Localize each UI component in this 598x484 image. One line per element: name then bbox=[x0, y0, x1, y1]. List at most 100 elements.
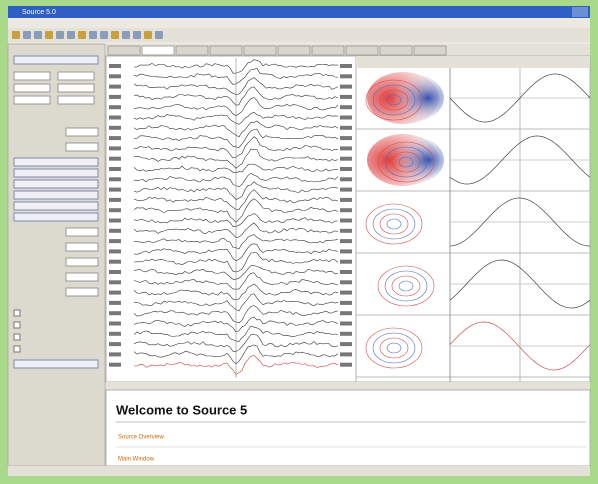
checkbox[interactable] bbox=[13, 321, 21, 329]
splitter bbox=[106, 382, 590, 390]
channel-label bbox=[109, 352, 121, 357]
left-controls bbox=[13, 55, 99, 369]
window-title: Source 5.0 bbox=[22, 9, 56, 16]
contour bbox=[384, 270, 428, 302]
button[interactable] bbox=[13, 201, 99, 211]
tab[interactable] bbox=[175, 45, 209, 56]
tab[interactable] bbox=[107, 45, 141, 56]
window-buttons[interactable] bbox=[572, 7, 588, 17]
field[interactable] bbox=[57, 83, 95, 93]
channel-label bbox=[109, 115, 121, 120]
channel-label bbox=[109, 218, 121, 223]
dropdown[interactable] bbox=[65, 257, 99, 267]
field[interactable] bbox=[13, 95, 51, 105]
scale-label bbox=[340, 64, 352, 68]
scale-label bbox=[340, 280, 352, 285]
checkbox[interactable] bbox=[13, 345, 21, 353]
tool-button[interactable] bbox=[133, 31, 141, 39]
checkbox[interactable] bbox=[13, 309, 21, 317]
button[interactable] bbox=[13, 157, 99, 167]
scale-label bbox=[340, 362, 352, 367]
field[interactable] bbox=[13, 71, 51, 81]
tool-button[interactable] bbox=[78, 31, 86, 39]
tab[interactable] bbox=[379, 45, 413, 56]
contour bbox=[386, 342, 402, 354]
scale-label bbox=[340, 146, 352, 151]
contour bbox=[391, 151, 421, 173]
scale-label bbox=[340, 136, 352, 141]
eeg-view bbox=[105, 55, 357, 383]
left-panel bbox=[7, 43, 106, 467]
tool-button[interactable] bbox=[45, 31, 53, 39]
channel-label bbox=[109, 136, 121, 141]
dropdown[interactable] bbox=[65, 272, 99, 282]
tab[interactable] bbox=[209, 45, 243, 56]
channel-label bbox=[109, 321, 121, 326]
channel-label bbox=[109, 156, 121, 161]
button[interactable] bbox=[13, 168, 99, 178]
scale-label bbox=[340, 321, 352, 326]
waveform bbox=[449, 135, 591, 185]
contour bbox=[372, 84, 416, 116]
checkbox[interactable] bbox=[13, 333, 21, 341]
tab[interactable] bbox=[311, 45, 345, 56]
channel-label bbox=[109, 187, 121, 192]
tab[interactable] bbox=[413, 45, 447, 56]
channel-label bbox=[109, 105, 121, 110]
tab[interactable] bbox=[243, 45, 277, 56]
tab[interactable] bbox=[277, 45, 311, 56]
tool-button[interactable] bbox=[89, 31, 97, 39]
scale-label bbox=[340, 352, 352, 357]
toolbar bbox=[8, 28, 590, 42]
contour bbox=[379, 213, 409, 235]
button[interactable] bbox=[13, 179, 99, 189]
tool-button[interactable] bbox=[122, 31, 130, 39]
map-toolbar bbox=[356, 56, 590, 68]
tab[interactable] bbox=[141, 45, 175, 56]
tool-button[interactable] bbox=[111, 31, 119, 39]
map-blue bbox=[380, 136, 444, 184]
scale-label bbox=[340, 74, 352, 79]
contour bbox=[398, 156, 414, 168]
field[interactable] bbox=[57, 71, 95, 81]
dropdown[interactable] bbox=[65, 227, 99, 237]
welcome-link[interactable]: Main Window bbox=[118, 457, 155, 463]
welcome-link[interactable]: Source Overview bbox=[118, 435, 164, 441]
contour bbox=[384, 146, 428, 178]
tool-button[interactable] bbox=[34, 31, 42, 39]
tab[interactable] bbox=[345, 45, 379, 56]
tool-button[interactable] bbox=[100, 31, 108, 39]
button[interactable] bbox=[13, 359, 99, 369]
contour bbox=[365, 327, 423, 369]
button[interactable] bbox=[13, 212, 99, 222]
waveform bbox=[449, 197, 590, 247]
waveform bbox=[449, 73, 591, 123]
contour bbox=[386, 94, 402, 106]
channel-label bbox=[109, 311, 121, 316]
contour bbox=[365, 203, 423, 245]
field[interactable] bbox=[57, 95, 95, 105]
tool-button[interactable] bbox=[23, 31, 31, 39]
tool-button[interactable] bbox=[155, 31, 163, 39]
scale-label bbox=[340, 311, 352, 316]
field[interactable] bbox=[13, 83, 51, 93]
tool-button[interactable] bbox=[12, 31, 20, 39]
button[interactable] bbox=[13, 190, 99, 200]
scale-label bbox=[340, 125, 352, 130]
tool-button[interactable] bbox=[67, 31, 75, 39]
scale-label bbox=[340, 115, 352, 120]
channel-label bbox=[109, 362, 121, 367]
dropdown[interactable] bbox=[65, 127, 99, 137]
dropdown[interactable] bbox=[65, 242, 99, 252]
channel-label bbox=[109, 125, 121, 130]
channel-label bbox=[109, 270, 121, 274]
tool-button[interactable] bbox=[56, 31, 64, 39]
button[interactable] bbox=[13, 55, 99, 65]
channel-label bbox=[109, 84, 121, 89]
dropdown[interactable] bbox=[65, 142, 99, 152]
scale-label bbox=[340, 197, 352, 202]
tool-button[interactable] bbox=[144, 31, 152, 39]
eeg-traces bbox=[109, 58, 352, 378]
channel-label bbox=[109, 208, 121, 213]
dropdown[interactable] bbox=[65, 287, 99, 297]
